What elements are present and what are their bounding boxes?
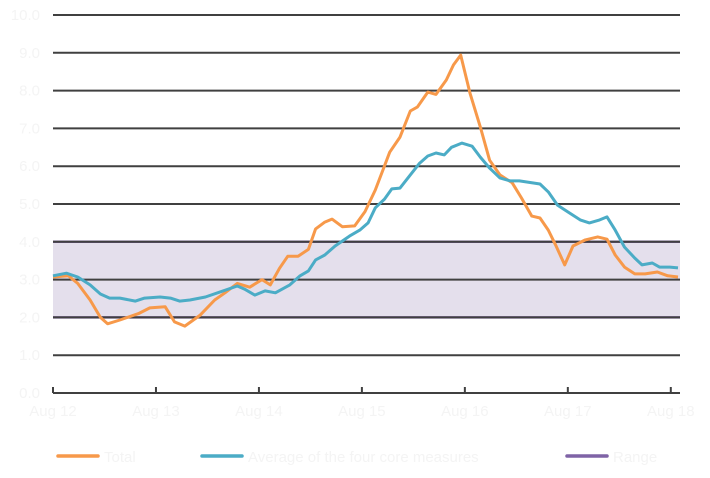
y-tick-label: 5.0 bbox=[19, 196, 40, 213]
y-tick-label: 3.0 bbox=[19, 272, 40, 289]
x-tick-label: Aug 14 bbox=[235, 403, 283, 420]
legend: Total Average of the four core measures Ra… bbox=[56, 449, 657, 466]
legend-label: Total bbox=[104, 449, 136, 466]
legend-label: Average of the four core measures bbox=[248, 449, 479, 466]
y-tick-label: 7.0 bbox=[19, 120, 40, 137]
x-tick-label: Aug 17 bbox=[544, 403, 592, 420]
x-tick-label: Aug 12 bbox=[29, 403, 77, 420]
y-tick-label: 0.0 bbox=[19, 385, 40, 402]
x-tick-label: Aug 15 bbox=[338, 403, 386, 420]
y-tick-label: 8.0 bbox=[19, 83, 40, 100]
series-line-total bbox=[52, 53, 679, 328]
y-tick-label: 10.0 bbox=[11, 7, 40, 24]
y-tick-label: 4.0 bbox=[19, 234, 40, 251]
y-tick-label: 2.0 bbox=[19, 309, 40, 326]
y-axis-ticks: 0.0 1.0 2.0 3.0 4.0 5.0 6.0 7.0 8.0 9.0 10.0 bbox=[11, 7, 40, 402]
gridlines bbox=[53, 14, 680, 357]
x-axis: Aug 12 Aug 13 Aug 14 Aug 15 Aug 16 Aug 17 Aug … bbox=[29, 387, 695, 420]
legend-label: Range bbox=[613, 449, 657, 466]
x-tick-label: Aug 13 bbox=[132, 403, 180, 420]
y-tick-label: 1.0 bbox=[19, 347, 40, 364]
series-line-core-average bbox=[52, 141, 679, 303]
x-tick-label: Aug 18 bbox=[647, 403, 695, 420]
series-lines bbox=[52, 53, 679, 328]
y-tick-label: 6.0 bbox=[19, 158, 40, 175]
y-tick-label: 9.0 bbox=[19, 45, 40, 62]
x-tick-label: Aug 16 bbox=[441, 403, 489, 420]
